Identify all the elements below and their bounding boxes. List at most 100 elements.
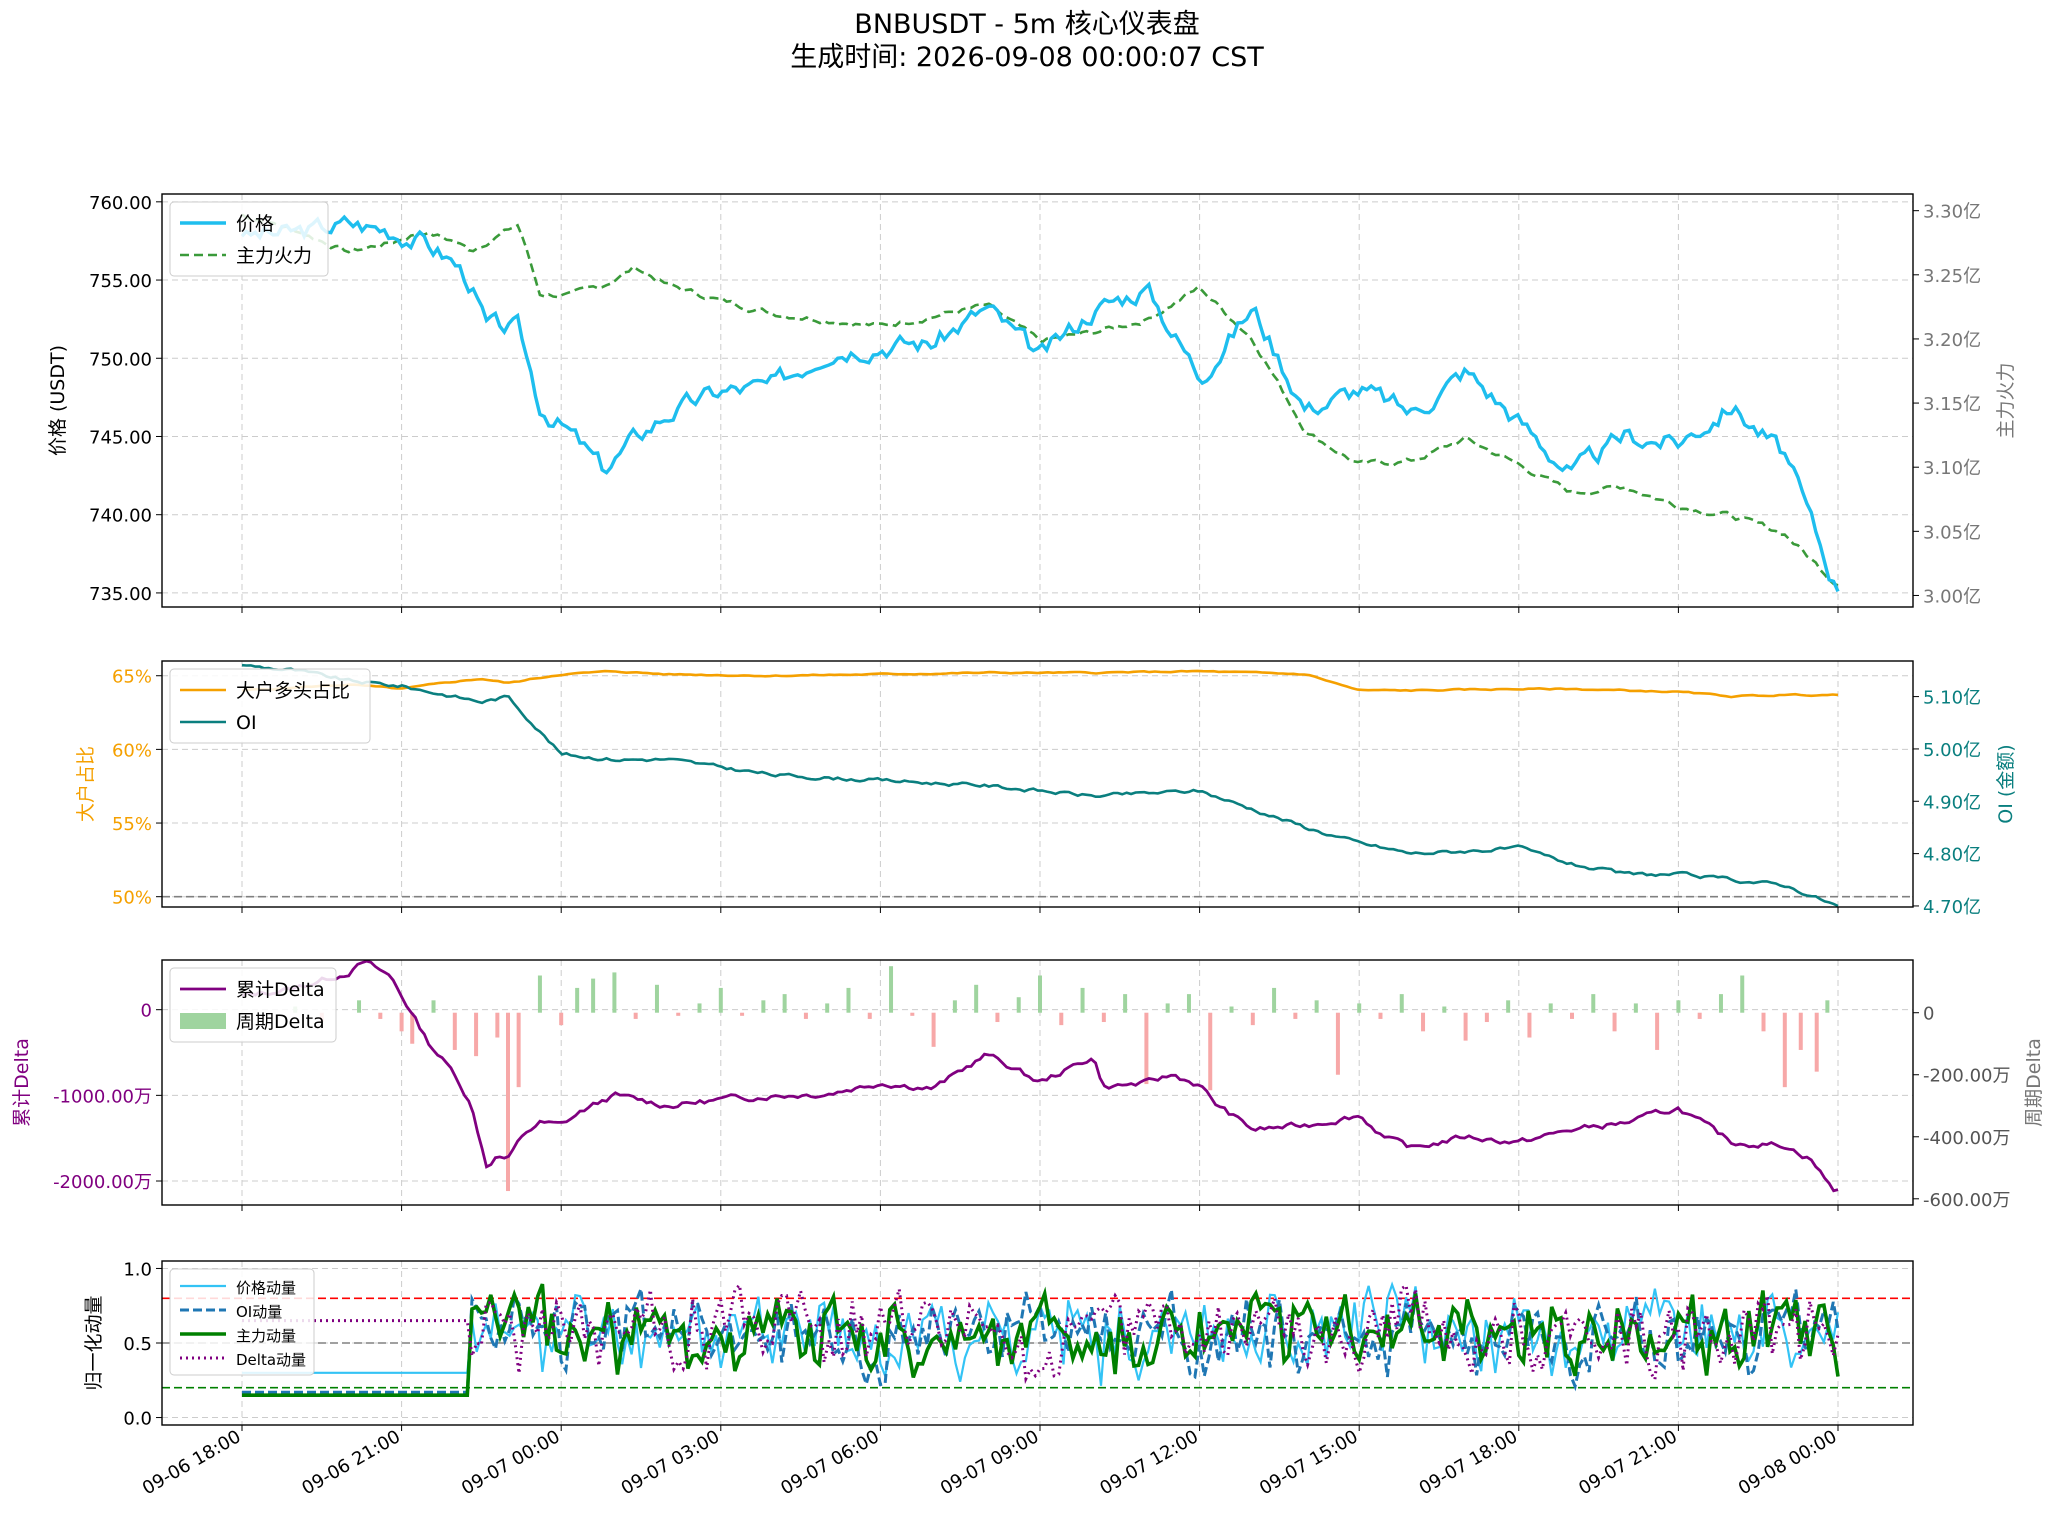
panel-1-background bbox=[162, 661, 1913, 907]
x-tick-label: 09-06 21:00 bbox=[298, 1426, 404, 1499]
y-axis-label: 价格 (USDT) bbox=[47, 345, 69, 456]
delta-bar bbox=[1506, 1000, 1511, 1013]
delta-bar bbox=[1399, 994, 1404, 1013]
delta-bar bbox=[761, 1000, 766, 1013]
delta-bar bbox=[1633, 1003, 1638, 1013]
legend-label: 周期Delta bbox=[236, 1011, 325, 1033]
delta-bar bbox=[1059, 1012, 1064, 1026]
delta-bar bbox=[1442, 1006, 1447, 1013]
y2-tick-label: 3.25亿 bbox=[1923, 266, 1981, 287]
delta-bar bbox=[889, 966, 894, 1013]
y-tick-label: -1000.00万 bbox=[53, 1086, 152, 1107]
delta-bar bbox=[1101, 1012, 1106, 1023]
x-tick-label: 09-06 18:00 bbox=[139, 1426, 245, 1499]
y-axis-label: 大户占比 bbox=[75, 746, 97, 822]
delta-bar bbox=[867, 1012, 872, 1019]
delta-bar bbox=[1761, 1012, 1766, 1032]
delta-bar bbox=[676, 1012, 681, 1016]
delta-bar bbox=[1718, 994, 1723, 1013]
delta-bar bbox=[1335, 1012, 1340, 1075]
delta-bar bbox=[846, 987, 851, 1013]
series-line-cum-delta bbox=[241, 959, 1839, 1193]
delta-bar bbox=[740, 1012, 745, 1016]
delta-bar bbox=[1825, 1000, 1830, 1013]
x-tick-label: 09-07 00:00 bbox=[458, 1426, 564, 1499]
delta-bar bbox=[410, 1012, 415, 1044]
delta-bar bbox=[357, 1000, 362, 1013]
delta-bar bbox=[1463, 1012, 1468, 1041]
x-tick-label: 09-07 18:00 bbox=[1416, 1426, 1522, 1499]
y-tick-label: 745.00 bbox=[89, 427, 152, 448]
delta-bar bbox=[803, 1012, 808, 1019]
delta-bar bbox=[1527, 1012, 1532, 1038]
y-tick-label: 1.0 bbox=[123, 1259, 152, 1280]
series-line-price bbox=[240, 214, 1840, 593]
x-tick-label: 09-07 12:00 bbox=[1096, 1426, 1202, 1499]
y2-tick-label: 3.20亿 bbox=[1923, 330, 1981, 351]
delta-bar bbox=[1144, 1012, 1149, 1085]
legend-label: 主力动量 bbox=[236, 1327, 296, 1345]
y-tick-label: 65% bbox=[112, 667, 152, 688]
y-tick-label: 0 bbox=[141, 1001, 152, 1022]
series-line-momentum-3 bbox=[242, 1281, 1840, 1385]
delta-bar bbox=[995, 1012, 1000, 1023]
panel-2-background bbox=[162, 960, 1913, 1205]
y-tick-label: 50% bbox=[112, 888, 152, 909]
delta-bar bbox=[1612, 1012, 1617, 1032]
delta-bar bbox=[1229, 1006, 1234, 1013]
delta-bar bbox=[537, 975, 542, 1013]
legend-box bbox=[169, 668, 371, 744]
series-line-oi bbox=[241, 663, 1839, 908]
legend-label: Delta动量 bbox=[236, 1351, 306, 1369]
delta-bar bbox=[782, 994, 787, 1013]
delta-bar bbox=[612, 972, 617, 1013]
legend-swatch bbox=[180, 1013, 226, 1029]
legend-box bbox=[169, 201, 329, 277]
y2-tick-label: 5.00亿 bbox=[1923, 740, 1981, 761]
delta-bar bbox=[591, 978, 596, 1013]
delta-bar bbox=[654, 984, 659, 1013]
series-line-momentum-2 bbox=[242, 1283, 1840, 1397]
delta-bar bbox=[1272, 987, 1277, 1013]
delta-bar bbox=[1548, 1003, 1553, 1013]
y2-tick-label: 5.10亿 bbox=[1923, 688, 1981, 709]
x-tick-label: 09-07 06:00 bbox=[777, 1426, 883, 1499]
delta-bar bbox=[633, 1012, 638, 1019]
y-tick-label: 735.00 bbox=[89, 584, 152, 605]
delta-bar bbox=[1798, 1012, 1803, 1050]
delta-bar bbox=[1186, 994, 1191, 1013]
series-line-main-force bbox=[241, 213, 1839, 587]
panel-0-background bbox=[162, 194, 1913, 607]
delta-bar bbox=[1250, 1012, 1255, 1026]
delta-bar bbox=[431, 1000, 436, 1013]
y-tick-label: 60% bbox=[112, 740, 152, 761]
panel-2-border bbox=[161, 959, 1914, 1206]
delta-bar bbox=[452, 1012, 457, 1050]
delta-bar bbox=[1293, 1012, 1298, 1019]
y-tick-label: 740.00 bbox=[89, 506, 152, 527]
delta-bar bbox=[575, 987, 580, 1013]
y2-tick-label: -200.00万 bbox=[1923, 1066, 2010, 1087]
series-line-top-ratio bbox=[241, 669, 1839, 699]
delta-bar bbox=[516, 1012, 521, 1088]
delta-bar bbox=[1740, 975, 1745, 1013]
x-tick-label: 09-07 21:00 bbox=[1575, 1426, 1681, 1499]
delta-bar bbox=[1676, 1000, 1681, 1013]
delta-bar bbox=[559, 1012, 564, 1026]
delta-bar bbox=[1123, 994, 1128, 1013]
panel-3-border bbox=[161, 1260, 1914, 1426]
legend-label: OI bbox=[236, 712, 257, 734]
y2-tick-label: 3.10亿 bbox=[1923, 458, 1981, 479]
legend-label: OI动量 bbox=[236, 1303, 282, 1321]
y-axis-label: 累计Delta bbox=[11, 1038, 33, 1127]
figure-title-block: BNBUSDT - 5m 核心仪表盘 生成时间: 2026-09-08 00:0… bbox=[0, 8, 2054, 74]
y2-tick-label: 3.15亿 bbox=[1923, 394, 1981, 415]
y-tick-label: 760.00 bbox=[89, 193, 152, 214]
y-tick-label: -2000.00万 bbox=[53, 1172, 152, 1193]
delta-bar bbox=[1484, 1012, 1489, 1023]
delta-bar bbox=[910, 1012, 915, 1016]
delta-bar bbox=[825, 1003, 830, 1013]
delta-bar bbox=[474, 1012, 479, 1057]
y2-tick-label: 3.00亿 bbox=[1923, 586, 1981, 607]
